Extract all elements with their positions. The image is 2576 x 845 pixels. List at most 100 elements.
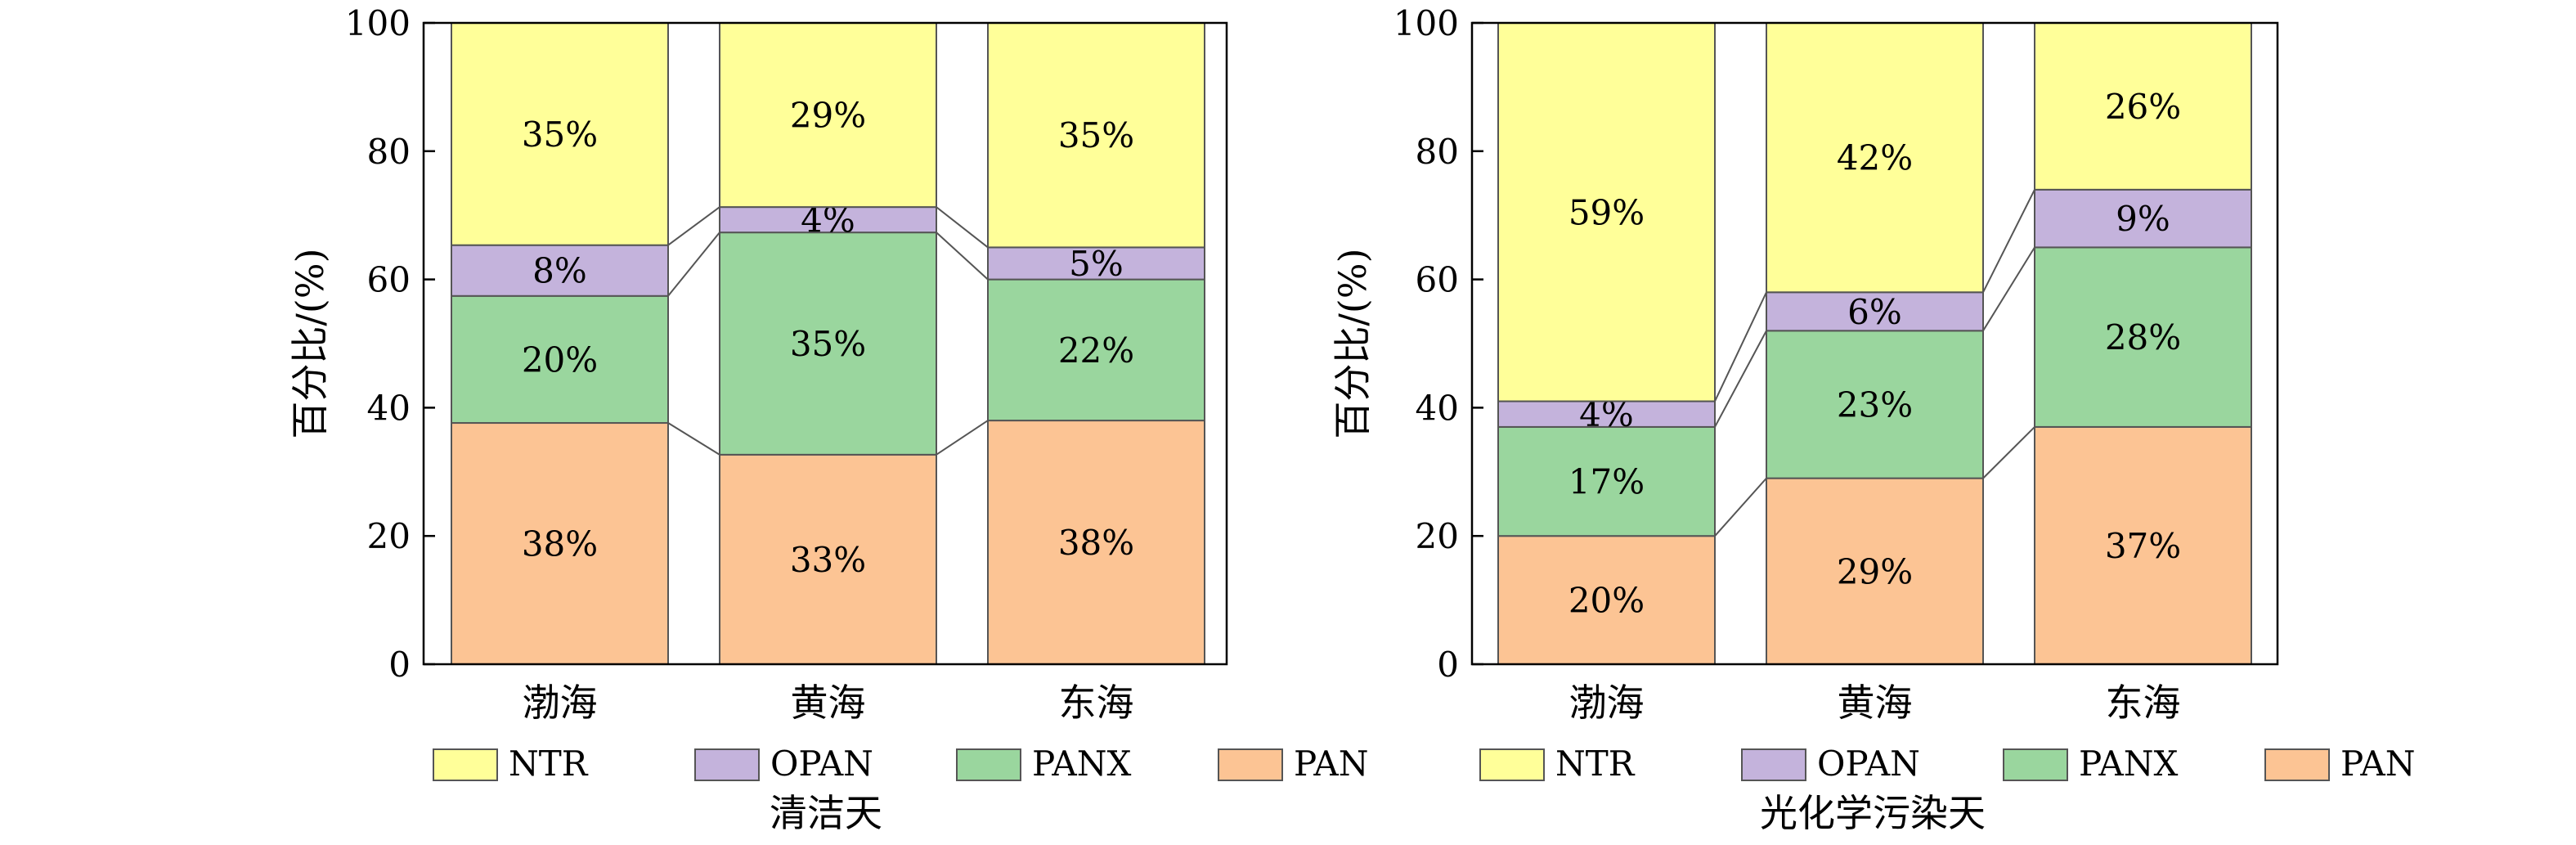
data-label: 29% (1837, 551, 1913, 591)
legend-label: PAN (2340, 744, 2416, 784)
bar-opan (987, 246, 1205, 281)
bar-pan (451, 422, 669, 666)
connector-line (936, 206, 989, 249)
legend-swatch-opan (694, 748, 760, 781)
bar-panx (2034, 246, 2252, 428)
x-tick-label: 东海 (1059, 681, 1134, 725)
y-axis-label: 百分比/(%) (1331, 248, 1375, 438)
data-label: 38% (1058, 523, 1134, 563)
legend-label: PAN (1294, 744, 1369, 784)
legend-label: NTR (509, 744, 589, 784)
plot-frame (1470, 21, 2279, 666)
y-tick-label: 0 (1437, 645, 1459, 685)
legend-swatch-ntr (1479, 748, 1545, 781)
bar-opan (719, 206, 937, 234)
legend-label: OPAN (770, 744, 873, 784)
legend-swatch-ntr (433, 748, 498, 781)
y-tick-label: 40 (367, 388, 411, 428)
y-tick-label: 20 (1416, 516, 1459, 556)
data-label: 9% (2116, 199, 2170, 239)
bar-ntr (451, 22, 669, 246)
connector-line (1714, 477, 1767, 537)
legend-label: PANX (1032, 744, 1131, 784)
connector-line (936, 231, 989, 281)
bar-panx (1766, 330, 1984, 479)
x-tick-label: 渤海 (523, 681, 598, 725)
bar-panx (719, 231, 937, 456)
data-label: 6% (1847, 292, 1902, 332)
bar-ntr (719, 22, 937, 209)
chart-panel-1: 38%20%8%35%33%35%4%29%38%22%5%35%0204060… (288, 3, 1369, 835)
legend-swatch-panx (956, 748, 1021, 781)
y-tick-label: 60 (367, 260, 411, 300)
legend-swatch-opan (1741, 748, 1806, 781)
y-tick-label: 80 (367, 132, 411, 172)
data-label: 29% (790, 96, 866, 136)
x-tick-label: 黄海 (791, 681, 866, 725)
y-tick-label: 80 (1416, 132, 1459, 172)
chart-caption: 清洁天 (770, 791, 882, 835)
bar-pan (1766, 477, 1984, 666)
data-label: 17% (1568, 462, 1645, 502)
y-tick-label: 20 (367, 516, 411, 556)
data-label: 35% (1058, 115, 1134, 155)
legend-label: NTR (1555, 744, 1636, 784)
plot-frame (422, 21, 1228, 666)
bar-ntr (987, 22, 1205, 249)
data-label: 20% (1568, 581, 1645, 621)
data-label: 20% (522, 339, 598, 380)
x-tick-label: 东海 (2106, 681, 2181, 725)
data-label: 38% (522, 524, 598, 564)
data-label: 5% (1069, 244, 1124, 284)
connector-line (667, 231, 720, 297)
y-tick-label: 100 (345, 3, 411, 43)
bar-pan (719, 453, 937, 666)
x-tick-label: 渤海 (1569, 681, 1645, 725)
bar-ntr (1766, 22, 1984, 294)
y-tick-label: 60 (1416, 260, 1459, 300)
connector-line (1982, 189, 2035, 293)
legend-label: PANX (2079, 744, 2178, 784)
legend-label: OPAN (1817, 744, 1920, 784)
chart-panel-2: 20%17%4%59%29%23%6%42%37%28%9%26%0204060… (1331, 3, 2416, 835)
bar-pan (987, 420, 1205, 666)
chart-caption: 光化学污染天 (1760, 791, 1986, 835)
legend-swatch-pan (1218, 748, 1283, 781)
legend-swatch-panx (2003, 748, 2068, 781)
data-label: 22% (1058, 330, 1134, 371)
legend-swatch-pan (2264, 748, 2330, 781)
data-label: 37% (2105, 526, 2181, 566)
x-tick-label: 黄海 (1838, 681, 1913, 725)
connector-line (1714, 330, 1767, 428)
data-label: 28% (2105, 317, 2181, 357)
data-label: 35% (790, 324, 866, 364)
bar-panx (1497, 425, 1716, 537)
data-label: 23% (1837, 384, 1913, 425)
data-label: 59% (1568, 192, 1645, 232)
bar-ntr (1497, 22, 1716, 402)
data-label: 33% (790, 540, 866, 580)
connector-line (667, 422, 720, 456)
y-tick-label: 0 (388, 645, 411, 685)
connector-line (1982, 246, 2035, 331)
y-axis-label: 百分比/(%) (288, 248, 332, 438)
bar-pan (2034, 425, 2252, 665)
data-label: 42% (1837, 138, 1913, 178)
connector-line (667, 206, 720, 246)
data-label: 35% (522, 115, 598, 155)
legend: NTR OPAN PANX PAN (433, 744, 1369, 784)
legend: NTR OPAN PANX PAN (1479, 744, 2416, 784)
data-label: 26% (2105, 87, 2181, 127)
bar-opan (1766, 291, 1984, 332)
connector-line (1982, 426, 2035, 479)
y-tick-label: 100 (1393, 3, 1459, 43)
bar-ntr (2034, 22, 2252, 191)
connector-line (936, 420, 989, 456)
bar-opan (2034, 188, 2252, 249)
data-label: 8% (532, 251, 587, 291)
connector-line (1714, 291, 1767, 402)
y-tick-label: 40 (1416, 388, 1459, 428)
bar-panx (451, 294, 669, 425)
bar-panx (987, 278, 1205, 422)
